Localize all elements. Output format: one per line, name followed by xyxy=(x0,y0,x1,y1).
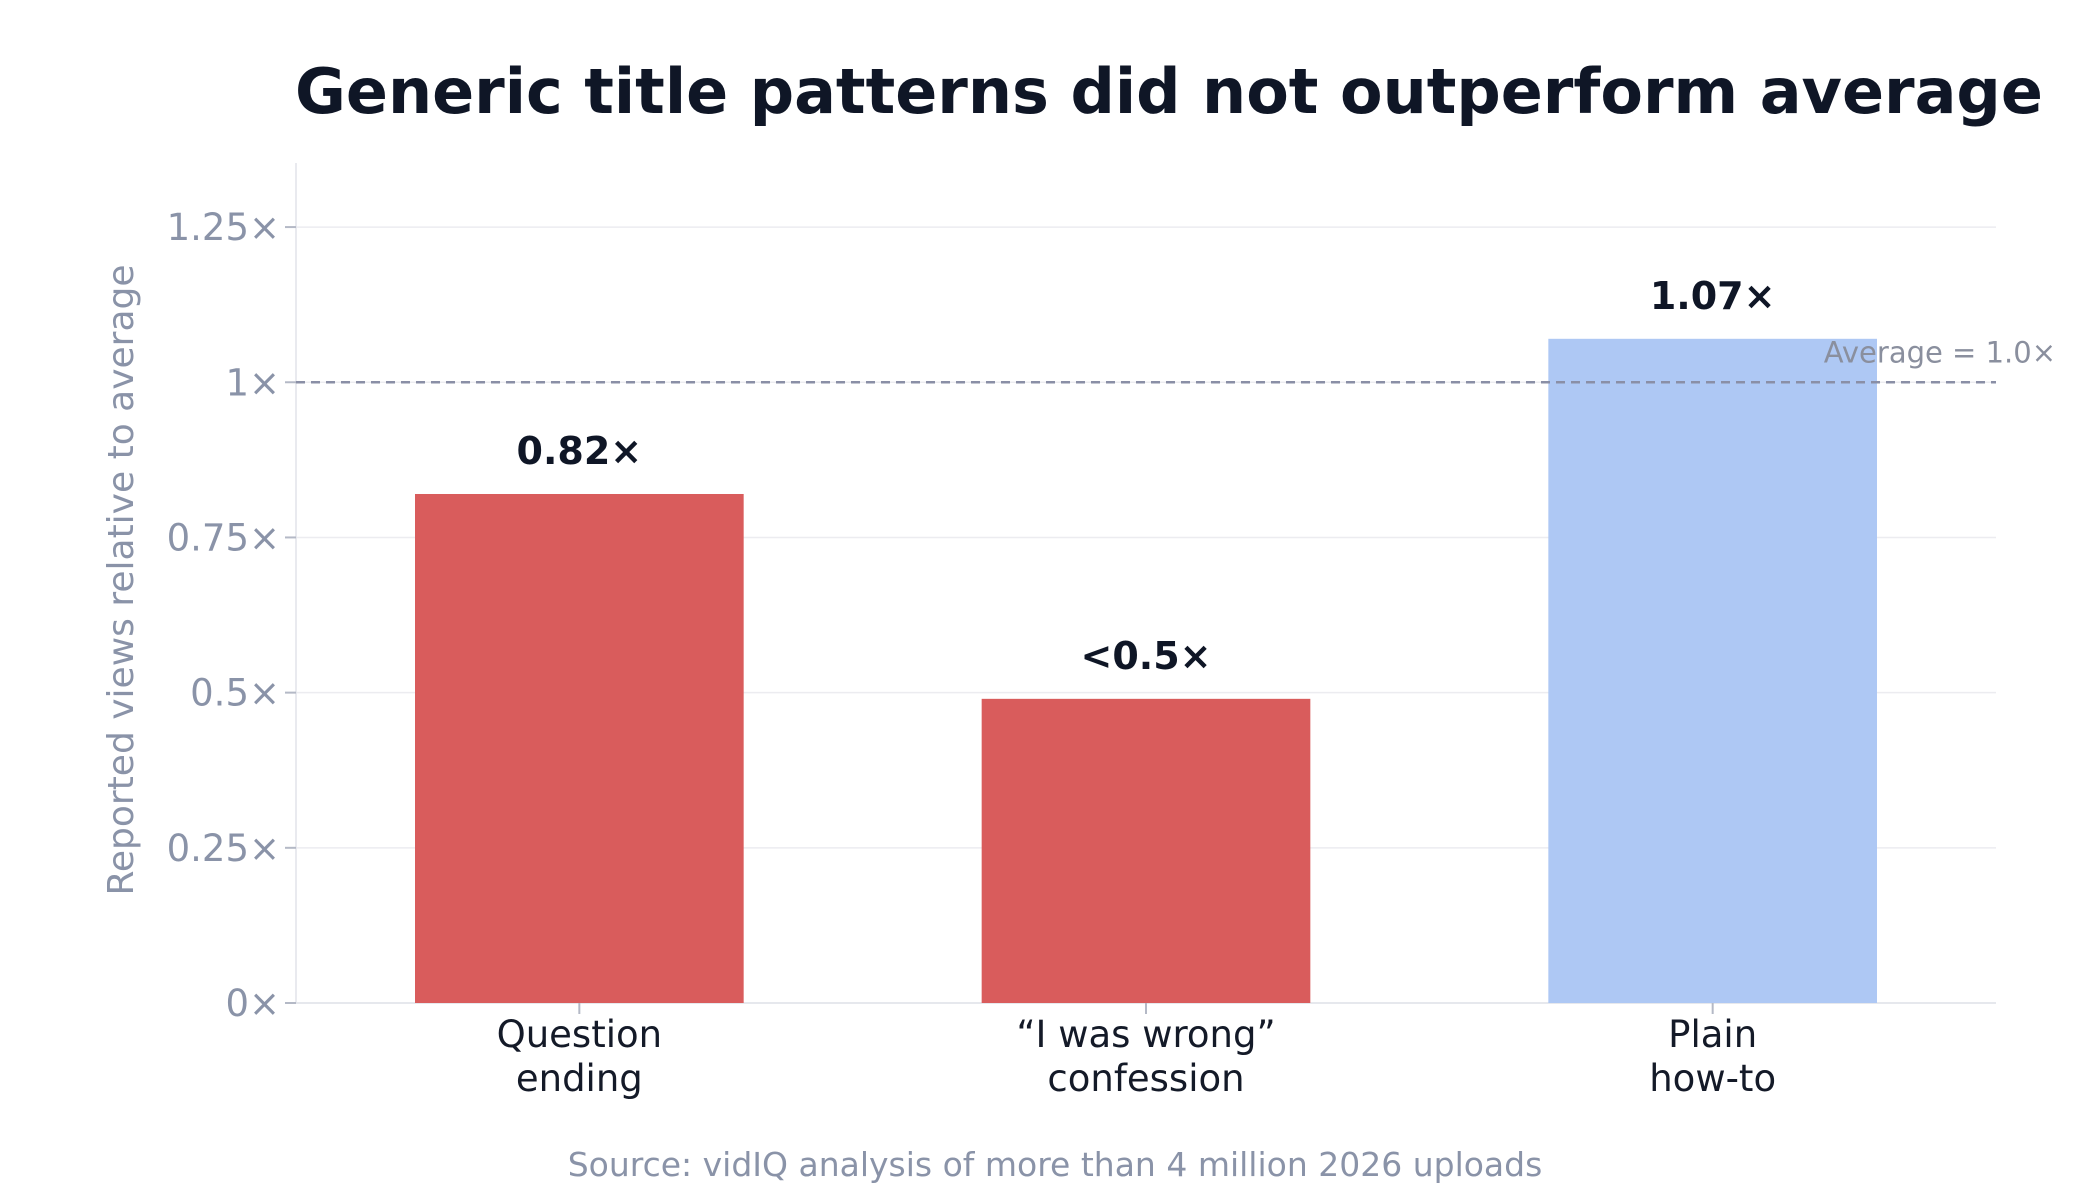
chart-title: Generic title patterns did not outperfor… xyxy=(295,55,2043,128)
y-tick-label: 0.25× xyxy=(167,827,280,870)
average-reference: Average = 1.0× xyxy=(296,335,2056,384)
y-tick-label: 1× xyxy=(225,361,280,404)
y-tick-label: 0.5× xyxy=(190,672,280,715)
data-label: 0.82× xyxy=(517,429,643,473)
data-label: 1.07× xyxy=(1650,274,1776,318)
x-category-label: “I was wrong” confession xyxy=(1016,1013,1275,1100)
y-ticks: 0× 0.25× 0.5× 0.75× 1× 1.25× xyxy=(167,206,296,1025)
average-line-label: Average = 1.0× xyxy=(1824,335,2056,369)
y-tick-label: 0× xyxy=(225,982,280,1025)
data-labels: 0.82× <0.5× 1.07× xyxy=(517,274,1776,678)
bar xyxy=(415,493,744,1003)
y-tick-label: 0.75× xyxy=(167,516,280,559)
source-note: Source: vidIQ analysis of more than 4 mi… xyxy=(568,1145,1543,1184)
x-categories: Question ending “I was wrong” confession Pla… xyxy=(497,1003,1776,1100)
bar xyxy=(981,698,1311,1003)
data-label: <0.5× xyxy=(1081,634,1212,678)
bar xyxy=(1548,338,1877,1004)
x-category-label: Question ending xyxy=(497,1013,663,1100)
bars xyxy=(415,338,1877,1004)
y-tick-label: 1.25× xyxy=(167,206,280,249)
x-category-label: Plain how-to xyxy=(1649,1013,1776,1100)
y-axis-label: Reported views relative to average xyxy=(101,264,142,895)
